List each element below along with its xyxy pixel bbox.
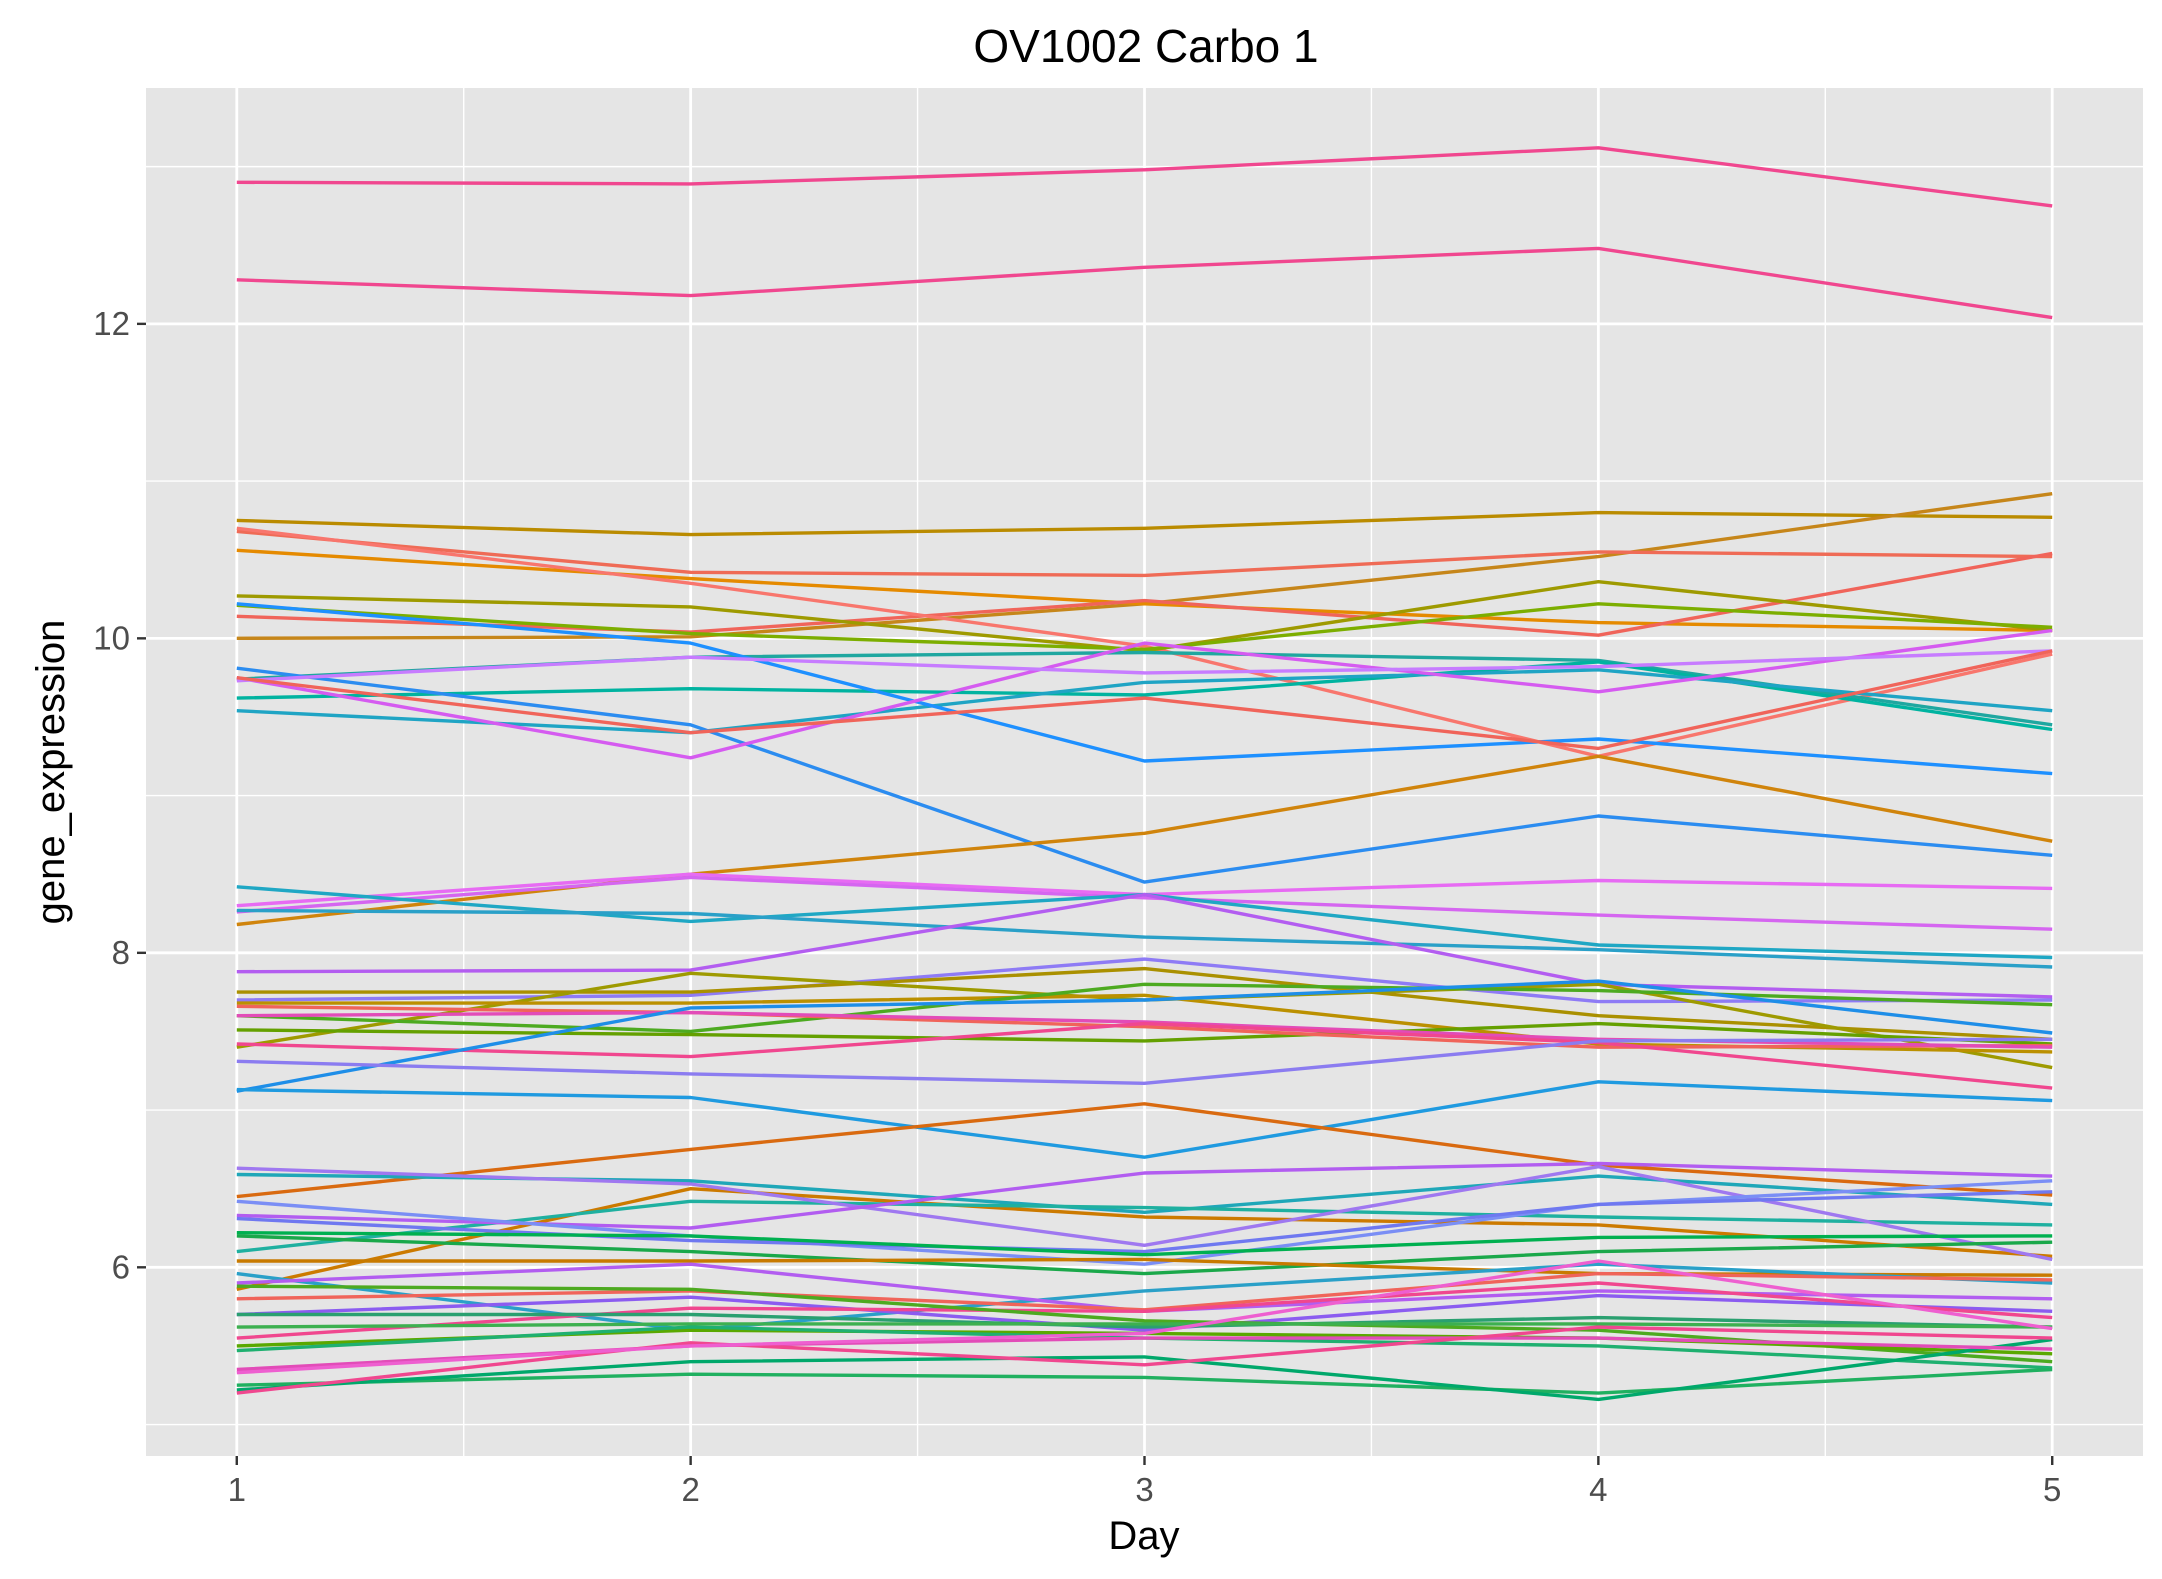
series-line-8 [236,526,2053,758]
x-tick-label: 5 [2043,1471,2061,1508]
series-line-33 [236,1021,2053,1090]
series-line-40 [236,1199,2053,1254]
series-line-37 [236,1102,2053,1199]
series-lines [236,146,2053,1402]
series-line-55 [236,1322,2053,1329]
series-line-10 [236,602,2053,652]
series-line-58 [236,1367,2053,1395]
series-line-19 [236,754,2053,927]
y-tick-label: 8 [112,934,130,971]
series-line-61 [236,1325,2053,1395]
series-line-62 [236,1259,2053,1375]
series-line-30 [236,1021,2053,1046]
series-line-48 [236,1262,2053,1332]
series-line-1 [236,146,2053,208]
y-tick-label: 12 [93,305,130,342]
series-line-45 [236,1230,2053,1257]
series-line-3 [236,510,2053,537]
series-line-36 [236,1080,2053,1159]
series-line-34 [236,979,2053,1093]
y-axis: 6 8 10 12 [93,305,146,1285]
series-line-49 [236,1293,2053,1332]
x-tick-label: 1 [228,1471,246,1508]
x-tick-label: 4 [1589,1471,1607,1508]
series-line-15 [236,666,2053,884]
y-tick-label: 10 [93,619,130,656]
series-line-23 [236,908,2053,969]
series-line-13 [236,668,2053,735]
series-line-14 [236,602,2053,776]
x-axis: 1 2 3 4 5 [228,1456,2061,1508]
series-line-52 [236,1281,2053,1340]
chart-title: OV1002 Carbo 1 [973,20,1318,72]
x-tick-label: 2 [681,1471,699,1508]
y-axis-label: gene_expression [29,620,73,925]
series-line-26 [236,966,2053,1041]
series-line-31 [236,1004,2053,1049]
series-line-6 [236,529,2053,578]
series-line-18 [236,649,2053,751]
series-line-17 [236,649,2053,683]
series-line-21 [236,875,2053,931]
series-line-16 [236,628,2053,760]
series-line-59 [236,1337,2053,1402]
x-tick-label: 3 [1135,1471,1153,1508]
y-tick-label: 6 [112,1248,130,1285]
series-line-46 [236,1234,2053,1276]
series-line-7 [236,551,2053,637]
series-line-35 [236,1037,2053,1086]
series-line-54 [236,1312,2053,1329]
series-line-5 [236,548,2053,633]
series-line-29 [236,982,2053,1034]
x-axis-label: Day [1108,1514,1179,1558]
series-line-24 [236,892,2053,999]
series-line-43 [236,1179,2053,1266]
series-line-2 [236,246,2053,320]
